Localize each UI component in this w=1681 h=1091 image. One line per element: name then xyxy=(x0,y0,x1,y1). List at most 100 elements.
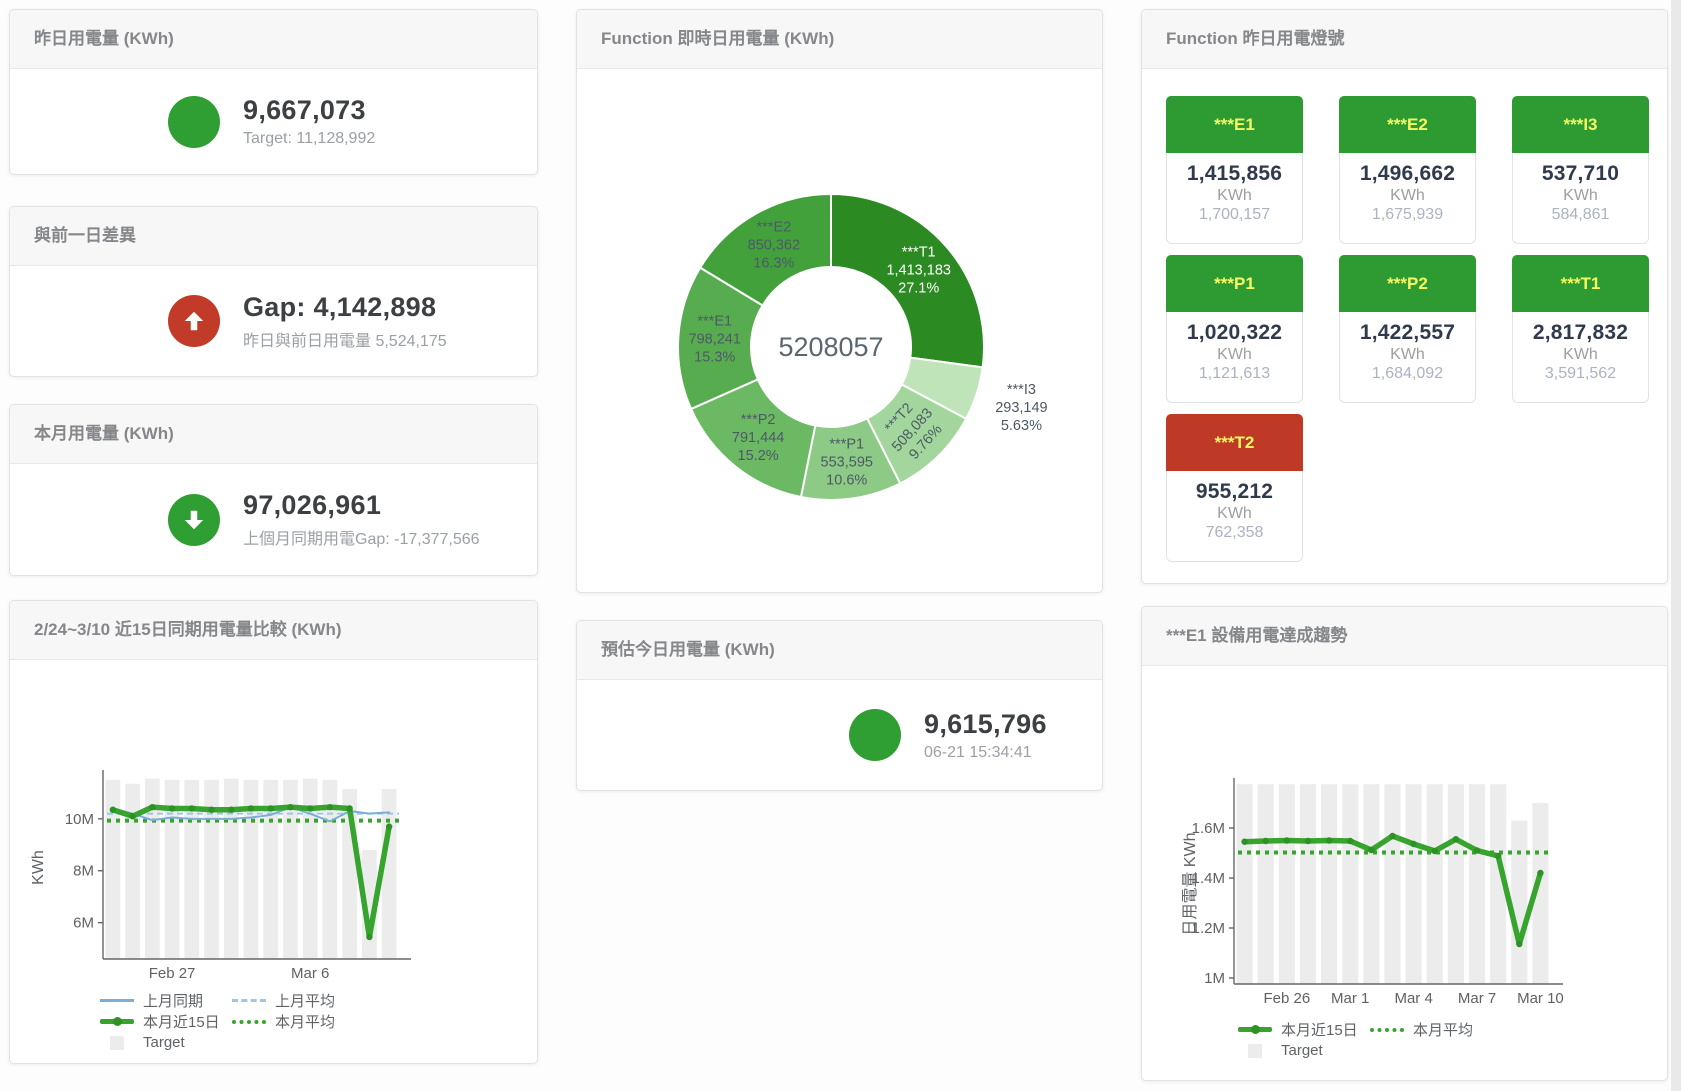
legend-item-target-sq[interactable]: Target xyxy=(100,1032,232,1053)
legend-item-blue-dash[interactable]: 上月平均 xyxy=(232,990,364,1011)
series-point xyxy=(1537,869,1544,877)
series-point xyxy=(1431,847,1438,855)
signal-tile-target: 1,675,939 xyxy=(1371,206,1444,223)
legend-item-green-dot[interactable]: 本月平均 xyxy=(1370,1019,1502,1040)
card-estimate-today: 預估今日用電量 (KWh) 9,615,796 06-21 15:34:41 xyxy=(576,620,1103,791)
series-point xyxy=(1494,852,1502,860)
target-bar xyxy=(204,779,219,959)
signal-tile-target: 3,591,562 xyxy=(1544,365,1617,382)
signal-tile-unit: KWh xyxy=(1563,187,1598,204)
signal-tile-header: ***E1 xyxy=(1166,96,1303,153)
status-circle-icon xyxy=(849,709,901,761)
metric-value: Gap: 4,142,898 xyxy=(243,291,437,322)
series-point xyxy=(1325,837,1333,844)
donut-label-E1: ***E1 798,241 15.3% xyxy=(689,314,741,366)
series-point xyxy=(307,805,314,812)
series-point xyxy=(168,805,176,812)
legend-swatch-green-dot-icon xyxy=(232,1019,266,1024)
y-tick-label: 1.2M xyxy=(1192,920,1225,937)
card-title: 與前一日差異 xyxy=(10,207,537,266)
compare15-legend: 上月同期 上月平均本月近15日 本月平均 Target xyxy=(100,990,364,1053)
y-tick-label: 1.4M xyxy=(1192,870,1225,887)
legend-label: Target xyxy=(143,1034,185,1051)
e1-trend-chart[interactable]: 1M 1.2M 1.4M 1.6M Feb 26 Mar 1 Mar 4 Mar 7 Mar 1… xyxy=(1142,667,1669,1015)
x-tick-label: Mar 7 xyxy=(1458,990,1496,1007)
legend-swatch-target-sq-icon xyxy=(1238,1043,1272,1058)
signal-tile-unit: KWh xyxy=(1563,346,1598,363)
card-title: Function 即時日用電量 (KWh) xyxy=(577,10,1102,69)
y-tick-label: 8M xyxy=(73,863,94,880)
signal-tile-target: 1,121,613 xyxy=(1198,365,1271,382)
card-signal-lights: Function 昨日用電燈號 ***E1 1,415,856 KWh 1,700,1… xyxy=(1141,9,1668,584)
metric-value: 9,615,796 xyxy=(924,708,1047,739)
legend-label: Target xyxy=(1281,1042,1323,1059)
y-axis-label: KWh xyxy=(30,850,47,885)
series-point xyxy=(228,806,235,813)
signal-tile-unit: KWh xyxy=(1217,187,1252,204)
legend-swatch-green-thick-icon xyxy=(1238,1025,1272,1034)
target-bar xyxy=(283,779,298,959)
donut-label-T1: ***T1 1,413,183 27.1% xyxy=(886,244,951,296)
legend-item-target-sq[interactable]: Target xyxy=(1238,1040,1370,1061)
target-bar xyxy=(381,788,397,959)
legend-item-blue-line[interactable]: 上月同期 xyxy=(100,990,232,1011)
donut-slice-E2[interactable] xyxy=(698,192,832,307)
target-bar xyxy=(1447,784,1464,984)
legend-label: 上月平均 xyxy=(275,993,336,1010)
target-bar xyxy=(322,779,338,959)
donut-slice-T1[interactable] xyxy=(830,192,985,369)
card-title: ***E1 設備用電達成趨勢 xyxy=(1142,607,1667,666)
legend-item-green-thick[interactable]: 本月近15日 xyxy=(1238,1019,1370,1040)
realtime-donut-chart[interactable]: ***T1 1,413,183 27.1%***I3 293,149 5.63%***T… xyxy=(577,70,1104,593)
signal-tile-value: 1,496,662 xyxy=(1359,162,1456,185)
target-bar xyxy=(184,779,200,959)
signal-tile-target: 1,684,092 xyxy=(1371,365,1444,382)
series-point xyxy=(287,803,294,811)
series-point xyxy=(149,803,156,811)
signal-tile-P2: ***P2 1,422,557 KWh 1,684,092 xyxy=(1339,255,1476,403)
legend-item-green-dot[interactable]: 本月平均 xyxy=(232,1011,364,1032)
target-bar xyxy=(1490,784,1507,984)
signal-tile-unit: KWh xyxy=(1390,187,1425,204)
y-tick-label: 1.6M xyxy=(1192,820,1225,837)
legend-item-green-thick[interactable]: 本月近15日 xyxy=(100,1011,232,1032)
signal-tile-header: ***I3 xyxy=(1512,96,1649,153)
target-bar xyxy=(302,778,318,959)
target-bar xyxy=(1278,784,1295,984)
signal-tile-I3: ***I3 537,710 KWh 584,861 xyxy=(1512,96,1649,244)
card-title: 本月用電量 (KWh) xyxy=(10,405,537,464)
series-point xyxy=(1452,836,1460,843)
series-line-上月同期 xyxy=(111,806,391,823)
signal-tile-E1: ***E1 1,415,856 KWh 1,700,157 xyxy=(1166,96,1303,244)
signal-tile-unit: KWh xyxy=(1217,505,1252,522)
series-point xyxy=(129,813,136,820)
legend-swatch-green-thick-icon xyxy=(100,1017,134,1026)
card-month-usage: 本月用電量 (KWh) 97,026,961 上個月同期用電Gap: -17,3… xyxy=(9,404,538,576)
legend-label: 本月平均 xyxy=(275,1014,336,1031)
signal-tile-header: ***P2 xyxy=(1339,255,1476,312)
series-point xyxy=(1283,837,1291,844)
card-title: 2/24~3/10 近15日同期用電量比較 (KWh) xyxy=(10,601,537,660)
y-tick-label: 1M xyxy=(1204,970,1225,987)
vertical-scrollbar[interactable] xyxy=(1671,0,1681,1091)
signal-tile-value: 537,710 xyxy=(1541,162,1620,185)
target-bar xyxy=(1384,784,1401,984)
x-tick-label: Mar 10 xyxy=(1517,990,1564,1007)
legend-label: 本月平均 xyxy=(1413,1022,1474,1039)
x-tick-label: Mar 1 xyxy=(1331,990,1369,1007)
series-point xyxy=(1304,837,1312,845)
signal-tile-grid: ***E1 1,415,856 KWh 1,700,157 ***E2 1,496,662… xyxy=(1166,96,1649,562)
x-tick-label: Feb 26 xyxy=(1263,990,1310,1007)
donut-center-total: 5208057 xyxy=(778,332,883,362)
legend-label: 本月近15日 xyxy=(1281,1022,1358,1039)
target-bar xyxy=(1342,784,1359,984)
x-tick-label: Feb 27 xyxy=(149,965,196,982)
signal-tile-P1: ***P1 1,020,322 KWh 1,121,613 xyxy=(1166,255,1303,403)
signal-tile-header: ***T2 xyxy=(1166,414,1303,471)
series-point xyxy=(326,803,334,811)
x-tick-label: Mar 6 xyxy=(291,965,329,982)
compare15-chart[interactable]: 6M 8M 10M Feb 27 Mar 6 KWh xyxy=(10,661,539,1005)
metric-value: 97,026,961 xyxy=(243,490,382,520)
series-point xyxy=(1410,840,1417,848)
donut-label-I3: ***I3 293,149 5.63% xyxy=(995,382,1047,434)
